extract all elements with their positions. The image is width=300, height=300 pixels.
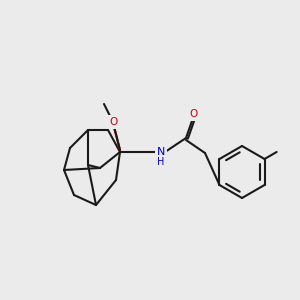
Text: N: N: [157, 147, 165, 157]
Text: O: O: [190, 109, 198, 119]
Text: O: O: [109, 117, 117, 127]
Text: H: H: [157, 157, 165, 167]
